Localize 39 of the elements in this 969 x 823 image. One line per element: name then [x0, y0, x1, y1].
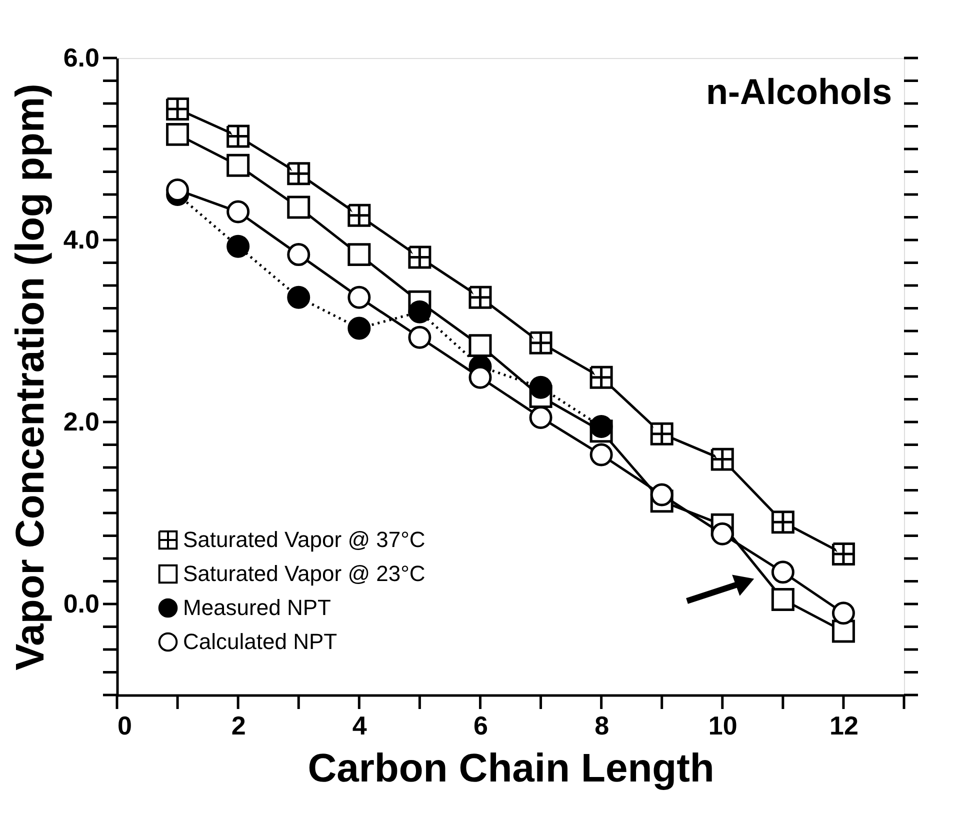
point — [590, 415, 613, 438]
point — [408, 300, 432, 324]
point — [348, 243, 371, 266]
x-tick-label: 2 — [231, 710, 246, 740]
x-tick-label: 4 — [352, 710, 368, 740]
point — [287, 196, 310, 219]
legend-label: Saturated Vapor @ 37°C — [183, 527, 426, 552]
y-tick-label: 4.0 — [63, 224, 100, 254]
x-tick-label: 8 — [594, 710, 610, 740]
point — [832, 602, 855, 625]
point — [771, 560, 794, 584]
point — [590, 443, 613, 466]
point — [287, 243, 310, 266]
point — [468, 334, 492, 358]
point — [166, 122, 190, 146]
y-tick-label: 6.0 — [63, 42, 100, 72]
x-axis-title: Carbon Chain Length — [308, 746, 714, 790]
point — [226, 234, 250, 258]
point — [226, 200, 250, 224]
point — [348, 316, 371, 340]
x-tick-label: 6 — [473, 710, 488, 740]
point — [710, 522, 734, 546]
x-tick-label: 10 — [708, 710, 738, 740]
point — [226, 154, 250, 177]
y-tick-label: 2.0 — [63, 406, 100, 436]
legend-label: Calculated NPT — [183, 629, 338, 654]
y-tick-label: 0.0 — [63, 588, 100, 618]
annotation: n-Alcohols — [706, 71, 892, 112]
point — [529, 376, 552, 399]
x-tick-label: 12 — [830, 710, 858, 740]
point — [771, 588, 794, 611]
point — [408, 326, 432, 349]
legend-label: Measured NPT — [183, 595, 331, 620]
point — [650, 483, 674, 506]
point — [287, 286, 310, 309]
point — [348, 286, 371, 309]
y-axis-title: Vapor Concentration (log ppm) — [8, 84, 52, 670]
legend-label: Saturated Vapor @ 23°C — [183, 561, 426, 586]
x-tick-label: 0 — [118, 710, 132, 740]
